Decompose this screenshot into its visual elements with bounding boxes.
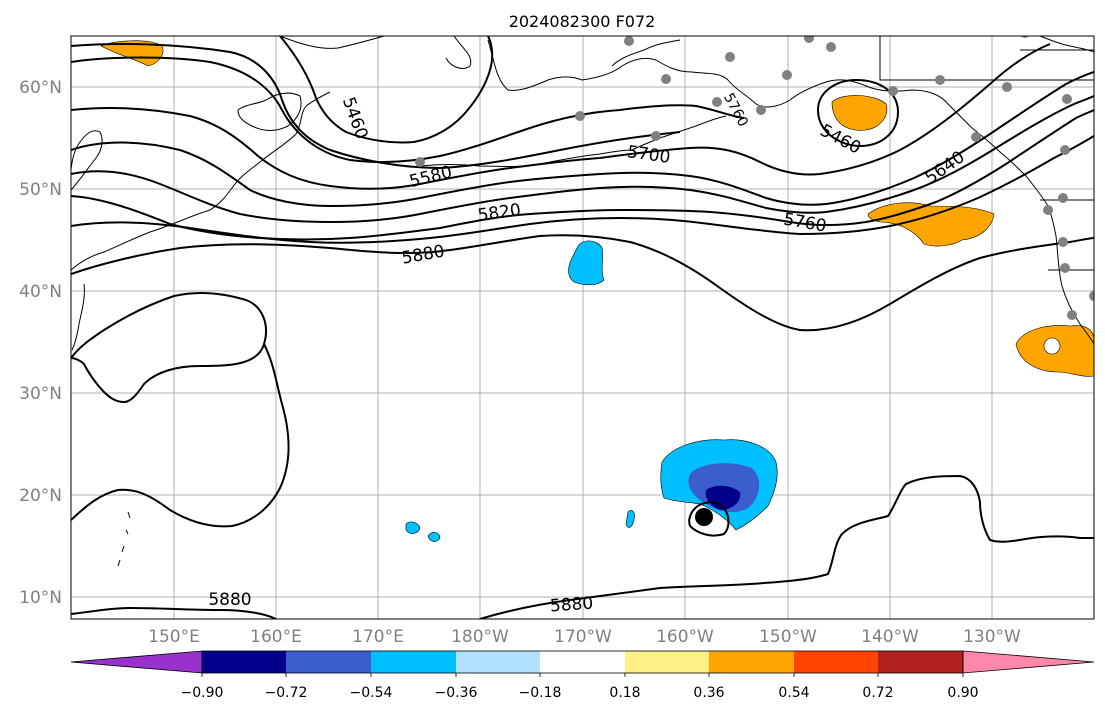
contour-label-5460-west: 5460 xyxy=(338,95,372,142)
shading-positive xyxy=(100,40,1094,377)
colorbar-extend-high xyxy=(962,650,1095,674)
colorbar-swatch xyxy=(709,651,794,673)
map-frame xyxy=(70,35,1095,620)
colorbar-tick-label: 0.54 xyxy=(778,685,809,701)
contour-5820 xyxy=(71,135,1094,244)
station-markers xyxy=(415,36,1094,320)
contour-5460-east xyxy=(816,78,900,148)
anomaly-patch-gulf-alaska xyxy=(831,95,888,131)
storm-center-marker xyxy=(695,508,713,526)
anomaly-patch-ne-pacific xyxy=(867,202,995,247)
colorbar-swatch xyxy=(456,651,540,673)
lon-labels: 150°E 160°E 170°E 180°W 170°W 160°W 150°… xyxy=(148,627,1021,647)
lon-label-130w: 130°W xyxy=(963,627,1021,647)
colorbar-tick-label: −0.36 xyxy=(435,685,478,701)
colorbar-tick-label: −0.54 xyxy=(350,685,393,701)
contour-label-5880-north: 5880 xyxy=(400,241,446,268)
colorbar-swatch xyxy=(540,651,625,673)
contour-label-5640: 5640 xyxy=(922,147,969,188)
colorbar-swatch xyxy=(202,651,286,673)
contour-5880-west-ridge xyxy=(71,343,290,528)
contour-5880-south-east xyxy=(479,474,1094,619)
lat-label-30n: 30°N xyxy=(19,384,62,404)
colorbar: −0.90 −0.72 −0.54 −0.36 −0.18 0.18 0.36 0.54 0.7… xyxy=(70,650,1095,701)
colorbar-swatch xyxy=(878,651,963,673)
contour-5580 xyxy=(71,43,1051,190)
lon-label-150e: 150°E xyxy=(148,627,200,647)
lat-label-60n: 60°N xyxy=(19,78,62,98)
colorbar-swatch xyxy=(371,651,456,673)
height-contours xyxy=(71,36,1094,619)
colorbar-tick-label: 0.36 xyxy=(693,685,724,701)
colorbar-swatch xyxy=(625,651,709,673)
lon-label-140w: 140°W xyxy=(861,627,919,647)
contour-labels: 5460 5460 5580 5640 5700 5760 5820 5880 … xyxy=(208,91,968,617)
shading-negative xyxy=(405,240,778,542)
colorbar-tick-label: −0.18 xyxy=(519,685,562,701)
contour-5880-inner xyxy=(71,292,267,404)
lon-label-160w: 160°W xyxy=(656,627,714,647)
contour-label-5700: 5700 xyxy=(626,142,672,168)
lat-labels: 60°N 50°N 40°N 30°N 20°N 10°N xyxy=(19,78,62,608)
contour-5700 xyxy=(71,95,1094,224)
colorbar-tick-label: −0.72 xyxy=(265,685,308,701)
contour-5880-south-west xyxy=(71,606,277,619)
contour-5640 xyxy=(71,71,1094,208)
map-title: 2024082300 F072 xyxy=(509,12,656,31)
colorbar-extend-low xyxy=(70,650,203,674)
lat-label-40n: 40°N xyxy=(19,282,62,302)
lon-label-160e: 160°E xyxy=(250,627,302,647)
contour-hawaii-low xyxy=(688,501,730,537)
colorbar-swatch xyxy=(286,651,371,673)
lon-label-180w: 180°W xyxy=(451,627,509,647)
contour-5520-west xyxy=(71,56,745,164)
contour-5880-north xyxy=(71,234,1094,332)
anomaly-patch-hawaii-core xyxy=(705,485,741,510)
contour-label-5880-se: 5880 xyxy=(549,594,594,617)
lat-label-20n: 20°N xyxy=(19,486,62,506)
contour-label-5820: 5820 xyxy=(476,200,522,226)
lat-label-10n: 10°N xyxy=(19,588,62,608)
map-area: 5460 5460 5580 5640 5700 5760 5820 5880 … xyxy=(71,36,1094,619)
lon-label-170e: 170°E xyxy=(352,627,404,647)
anomaly-patch-central-pacific xyxy=(568,240,605,286)
gridlines xyxy=(71,36,1094,619)
lat-label-50n: 50°N xyxy=(19,180,62,200)
colorbar-tick-label: 0.90 xyxy=(947,685,978,701)
colorbar-swatch xyxy=(794,651,878,673)
colorbar-tick-label: −0.90 xyxy=(181,685,224,701)
contour-outer-north xyxy=(71,43,681,170)
colorbar-tick-label: 0.18 xyxy=(609,685,640,701)
contour-label-5880-sw: 5880 xyxy=(208,590,251,610)
colorbar-tick-label: 0.72 xyxy=(862,685,893,701)
lon-label-150w: 150°W xyxy=(759,627,817,647)
lon-label-170w: 170°W xyxy=(554,627,612,647)
contour-5460-west xyxy=(279,36,494,144)
